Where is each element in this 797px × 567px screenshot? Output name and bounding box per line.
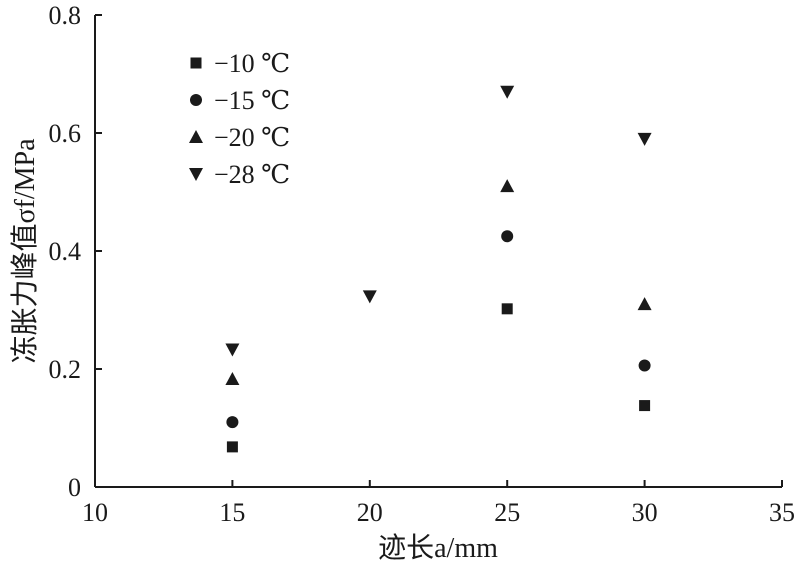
data-point-square [501, 303, 513, 315]
data-point-triangle-down [225, 343, 240, 357]
legend-marker-triangle-up [189, 130, 203, 143]
data-point-triangle-up [637, 297, 652, 311]
y-tick-label: 0.4 [49, 237, 82, 266]
legend-marker-triangle-down [189, 168, 203, 181]
data-point-triangle-up [500, 179, 515, 193]
data-point-triangle-down [362, 290, 377, 304]
legend: −10 ℃ −15 ℃ −20 ℃ −28 ℃ [189, 49, 290, 189]
legend-label: −15 ℃ [214, 86, 290, 115]
data-point-triangle-up [225, 372, 240, 386]
x-tick-label: 20 [357, 498, 383, 527]
x-tick-label: 30 [632, 498, 658, 527]
y-tick-label: 0 [68, 473, 81, 502]
x-tick-label: 15 [219, 498, 245, 527]
data-point-square [639, 400, 651, 412]
y-axis-label: 冻胀力峰值σf/MPa [9, 138, 41, 364]
data-point-triangle-down [500, 85, 515, 99]
y-tick-label: 0.2 [49, 355, 82, 384]
legend-label: −20 ℃ [214, 123, 290, 152]
y-tick-label: 0.8 [49, 1, 82, 30]
legend-label: −10 ℃ [214, 49, 290, 78]
legend-label: −28 ℃ [214, 160, 290, 189]
data-points [225, 85, 652, 453]
y-tick-label: 0.6 [49, 119, 82, 148]
data-point-circle [638, 359, 651, 372]
data-point-circle [226, 416, 239, 429]
data-point-circle [501, 230, 514, 243]
legend-marker-square [190, 57, 202, 69]
legend-marker-circle [190, 94, 202, 106]
y-axis-ticks: 0 0.2 0.4 0.6 0.8 [49, 1, 102, 502]
data-point-square [226, 441, 238, 453]
x-tick-label: 35 [769, 498, 795, 527]
x-axis-ticks: 10 15 20 25 30 35 [82, 480, 795, 527]
x-axis-label: 迹长a/mm [378, 532, 498, 564]
x-tick-label: 25 [494, 498, 520, 527]
data-point-triangle-down [637, 132, 652, 146]
x-tick-label: 10 [82, 498, 108, 527]
plot-axes [94, 15, 782, 488]
